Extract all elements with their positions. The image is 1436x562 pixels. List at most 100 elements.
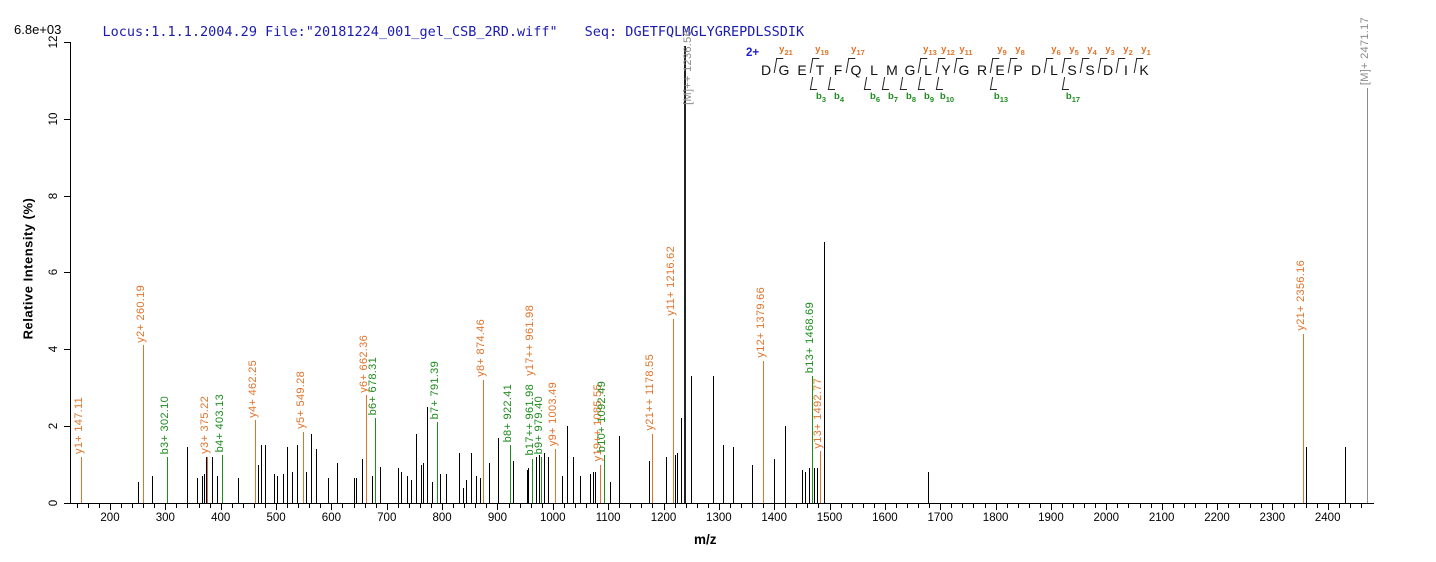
spectrum-header: Locus:1.1.1.2004.29 File:"20181224_001_g… (70, 8, 805, 56)
x-tick (1106, 504, 1108, 510)
peak (260, 445, 262, 503)
x-tick-label: 2000 (1093, 512, 1120, 524)
residue-letter: Q (850, 62, 862, 78)
x-tick (774, 504, 776, 510)
x-minor-tick (1128, 504, 1130, 508)
x-tick (829, 504, 831, 510)
peak (573, 456, 575, 503)
y-ion-label: y21 (779, 44, 793, 57)
x-tick-label: 1700 (927, 512, 954, 524)
residue-letter: G (778, 62, 790, 78)
b-ion-label: b13 (993, 91, 1009, 104)
x-minor-tick (929, 504, 931, 508)
b-ion-label: b3 (816, 91, 826, 104)
x-tick (552, 504, 554, 510)
peak (752, 464, 754, 503)
peak (336, 462, 338, 503)
peak (538, 454, 540, 503)
x-minor-tick (918, 504, 920, 508)
residue-letter: R (976, 62, 988, 78)
x-axis-title: m/z (694, 532, 717, 547)
y-ion-label: y9 (997, 44, 1007, 57)
residue-letter: L (924, 62, 932, 78)
peak-y (651, 433, 653, 503)
x-tick-label: 1800 (982, 512, 1009, 524)
peak-label: y21+ 2356.16 (1295, 260, 1308, 331)
x-minor-tick (707, 504, 709, 508)
residue-letter: E (797, 62, 807, 78)
peak (619, 435, 621, 503)
peak (216, 476, 218, 503)
peak-y (762, 360, 764, 503)
peak-label: y21++ 1178.55 (643, 354, 656, 431)
residue-letter: G (958, 62, 970, 78)
x-tick (220, 504, 222, 510)
peak-label: y4+ 462.25 (247, 359, 260, 418)
peak (426, 406, 428, 503)
x-tick (940, 504, 942, 510)
peak (579, 476, 581, 503)
peak (470, 453, 472, 503)
peak (445, 474, 447, 503)
residue-letter: D (1102, 62, 1114, 78)
x-minor-tick (287, 504, 289, 508)
x-minor-tick (176, 504, 178, 508)
peak-precursor (683, 45, 686, 503)
peak-y (672, 318, 674, 503)
y-tick-label: 8 (48, 192, 60, 199)
peak (691, 376, 693, 503)
x-minor-tick (1006, 504, 1008, 508)
y-ion-label: y8 (1015, 44, 1025, 57)
peak (1306, 447, 1308, 503)
residue-letter: K (1139, 62, 1149, 78)
x-minor-tick (1150, 504, 1152, 508)
peak-label: b4+ 403.13 (214, 393, 227, 452)
residue-letter: L (870, 62, 878, 78)
peak (151, 476, 153, 503)
peak-label: y2+ 260.19 (135, 284, 148, 343)
peak-y (206, 456, 208, 503)
peak (590, 474, 592, 503)
x-minor-tick (530, 504, 532, 508)
x-tick (1217, 504, 1218, 510)
residue-letter: S (1085, 62, 1095, 78)
x-tick-label: 300 (155, 512, 175, 524)
x-minor-tick (320, 504, 322, 508)
peak (282, 474, 284, 503)
x-minor-tick (76, 504, 78, 508)
x-tick-label: 2400 (1314, 512, 1341, 524)
peak (566, 426, 568, 503)
x-tick (497, 504, 499, 510)
y-tick (64, 349, 70, 351)
peak-precursor (1367, 88, 1369, 503)
b-ion-label: b9 (924, 91, 934, 104)
x-minor-tick (862, 504, 864, 508)
residue-letter: P (1013, 62, 1023, 78)
y-ion-label: y6 (1051, 44, 1061, 57)
residue-letter: L (1050, 62, 1058, 78)
peak (675, 454, 677, 503)
peak (398, 468, 400, 503)
peak-b (603, 454, 605, 503)
x-minor-tick (87, 504, 89, 508)
x-minor-tick (1183, 504, 1185, 508)
peak-label: y8+ 874.46 (475, 319, 488, 378)
x-minor-tick (1349, 504, 1351, 508)
peak (371, 476, 373, 503)
x-tick-label: 800 (432, 512, 452, 524)
x-minor-tick (1073, 504, 1075, 508)
peak (459, 453, 461, 503)
b-ion-bracket (917, 77, 928, 90)
peak-label: b7+ 791.39 (429, 360, 442, 420)
y-ion-label: y4 (1087, 44, 1097, 57)
peak (594, 472, 596, 503)
peak (201, 476, 203, 503)
y-tick-label: 0 (48, 499, 60, 507)
peak (677, 453, 679, 503)
y-axis-line (70, 42, 71, 504)
intensity-scale-note: 6.8e+03 (14, 22, 62, 37)
residue-letter: M (886, 62, 898, 78)
residue-letter: I (1124, 62, 1128, 78)
x-minor-tick (619, 504, 621, 508)
x-minor-tick (1172, 504, 1174, 508)
